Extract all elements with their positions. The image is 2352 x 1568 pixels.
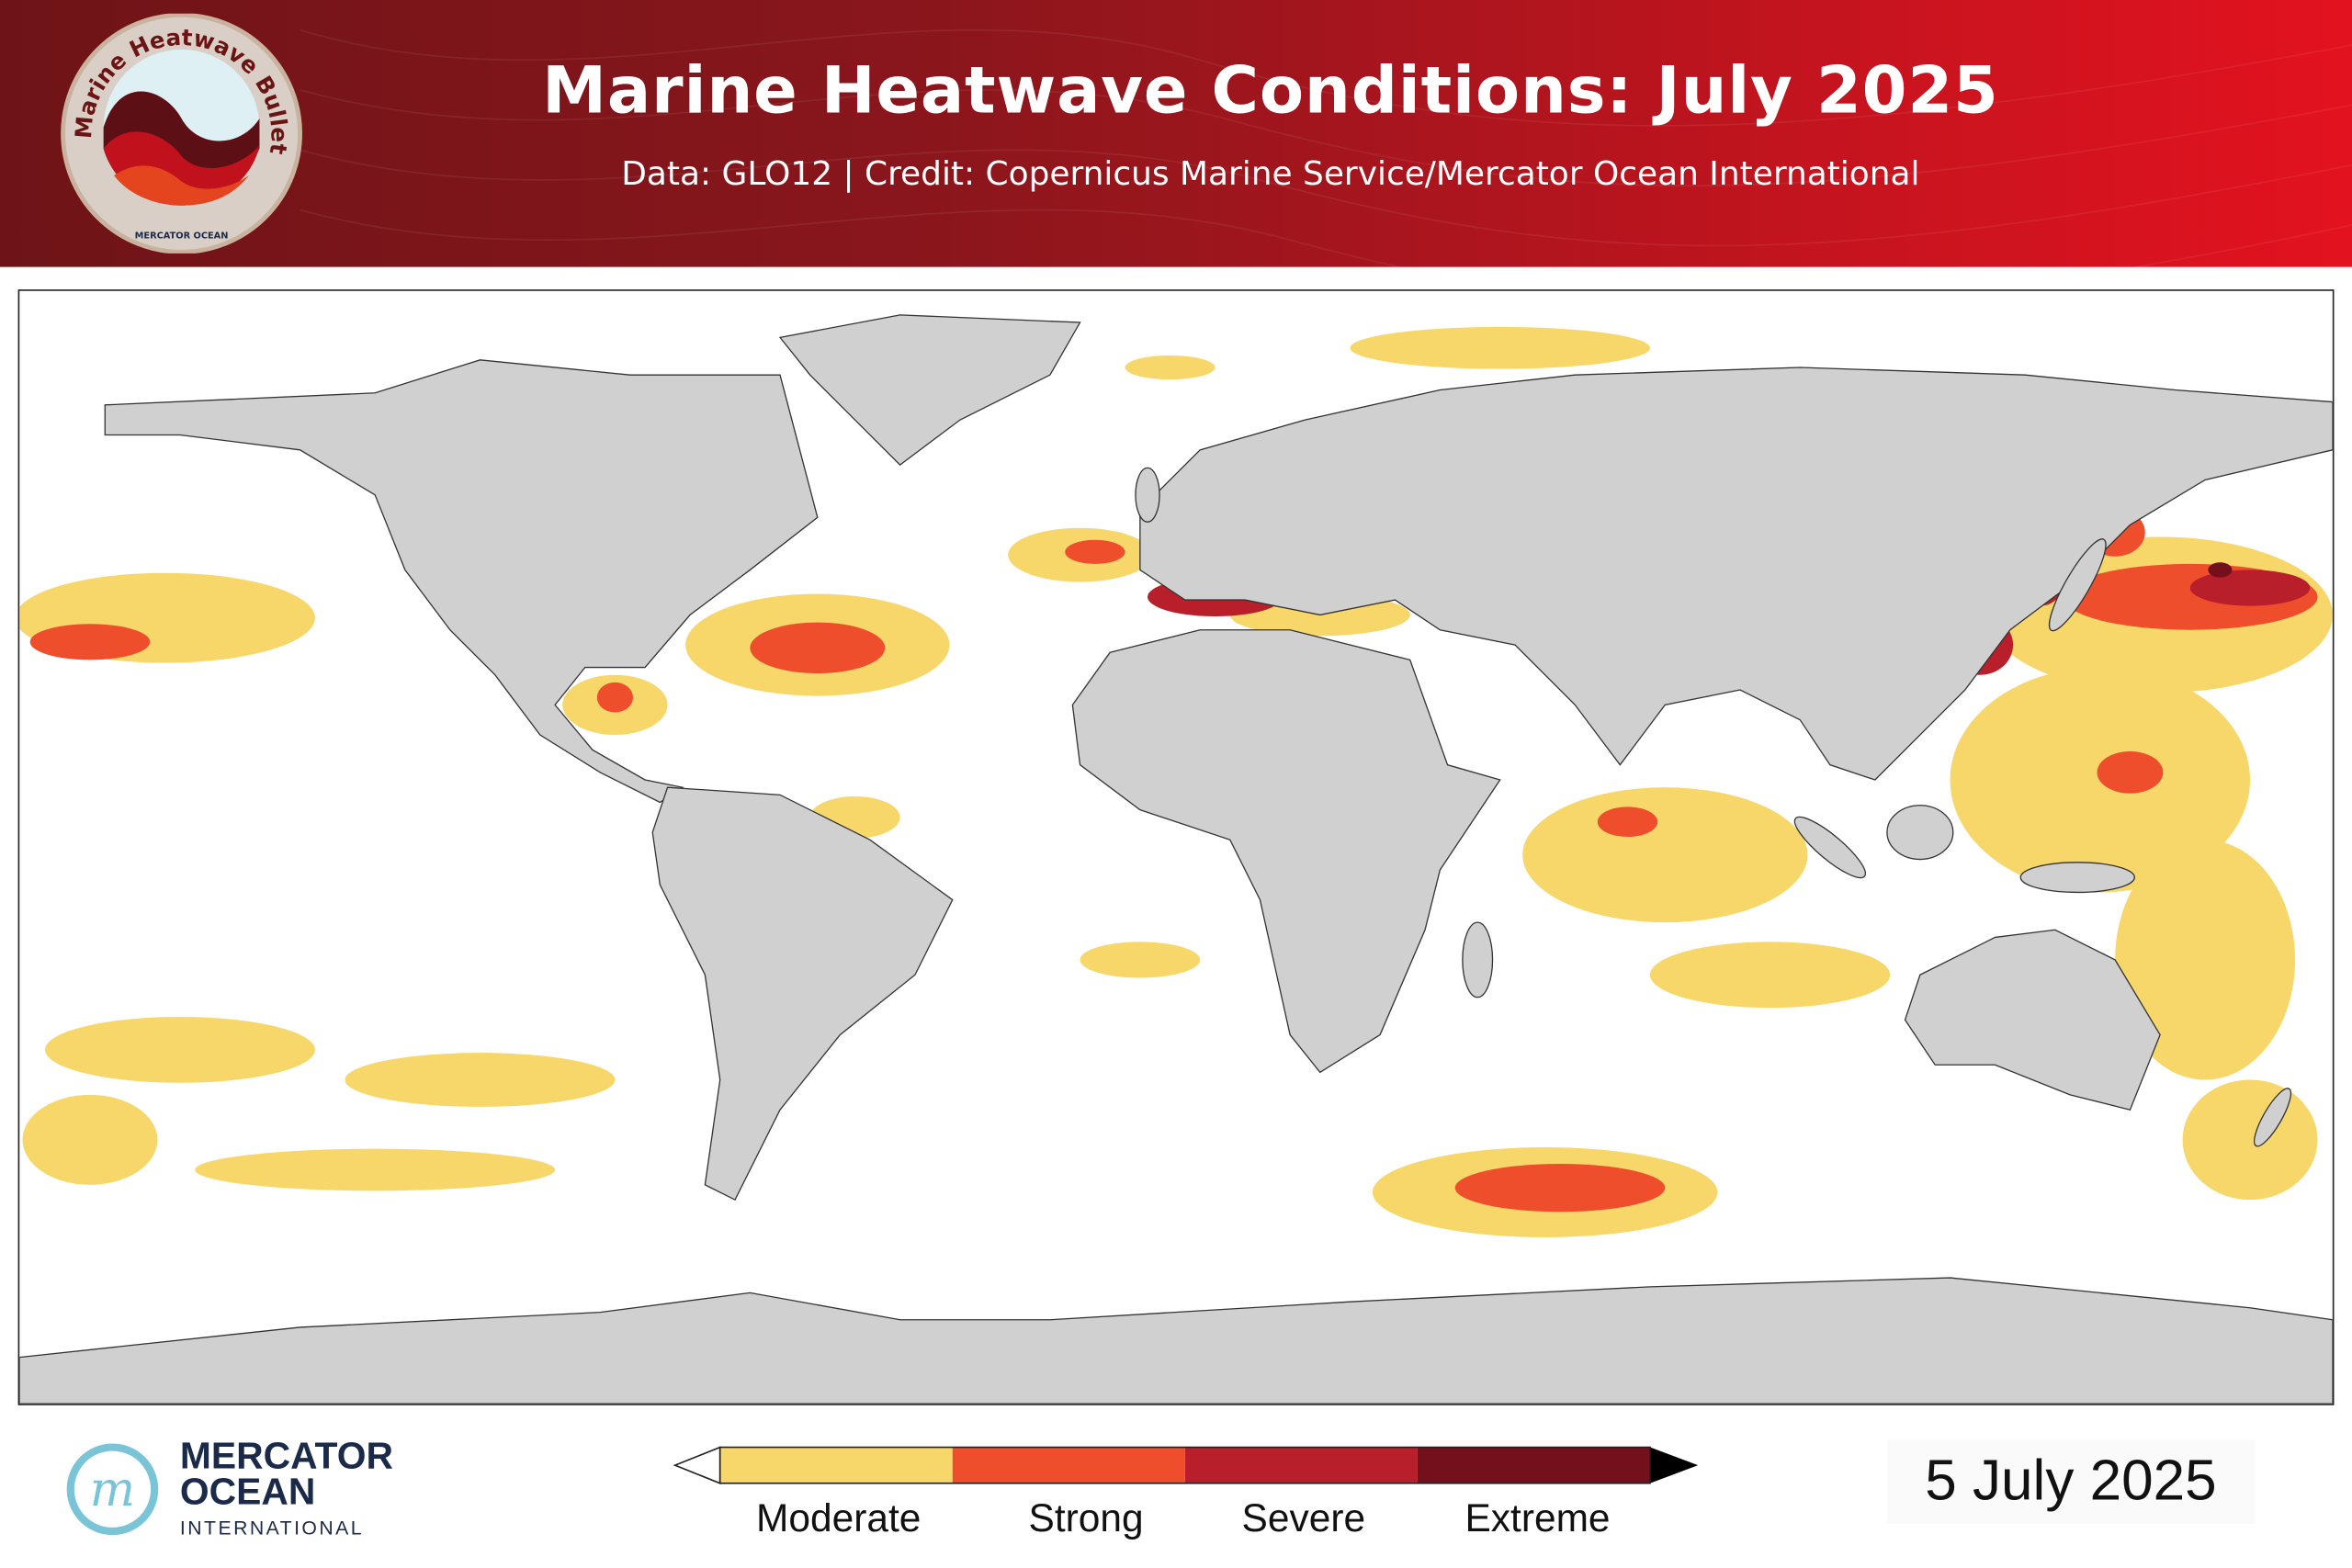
wave-pattern <box>300 28 2352 267</box>
logo-ocean: OCEAN <box>179 1471 316 1514</box>
eurasia <box>1139 367 2333 781</box>
logo-mercator: MERCATOR <box>179 1435 393 1478</box>
world-heatwave-map <box>17 289 2335 1405</box>
page-title: Marine Heatwave Conditions: July 2025 <box>542 53 1999 130</box>
colorbar-strong <box>952 1447 1185 1483</box>
land-masses <box>19 314 2333 1404</box>
north-america <box>104 359 819 804</box>
legend-moderate: Moderate <box>756 1495 922 1540</box>
map-date: 5 July 2025 <box>1886 1439 2255 1524</box>
severity-colorbar <box>673 1446 1699 1484</box>
colorbar-max-arrow <box>1649 1447 1699 1483</box>
uk <box>1135 467 1160 523</box>
colorbar-severe <box>1184 1447 1418 1483</box>
antarctica <box>19 1277 2333 1404</box>
mercator-ocean-logo: m MERCATOR OCEAN INTERNATIONAL <box>63 1432 424 1544</box>
header-banner: Marine Heatwave Bulletin MERCATOR OCEAN … <box>0 0 2352 267</box>
japan <box>2048 538 2107 632</box>
colorbar-extreme <box>1417 1447 1650 1483</box>
legend-strong: Strong <box>1028 1495 1144 1540</box>
marine-heatwave-bulletin-badge: Marine Heatwave Bulletin MERCATOR OCEAN <box>52 0 302 254</box>
colorbar-moderate <box>719 1447 953 1483</box>
mercator-m-icon: m <box>66 1443 159 1536</box>
greenland <box>778 314 1081 466</box>
logo-international: INTERNATIONAL <box>179 1516 365 1540</box>
africa <box>1071 629 1501 1074</box>
new-zealand <box>2254 1088 2292 1147</box>
badge-org: MERCATOR OCEAN <box>135 231 229 242</box>
borneo <box>1886 805 1954 861</box>
madagascar <box>1462 921 1494 998</box>
australia <box>1904 929 2161 1111</box>
legend-severe: Severe <box>1241 1495 1366 1540</box>
svg-text:m: m <box>90 1462 136 1517</box>
new-guinea <box>2019 862 2135 894</box>
legend-extreme: Extreme <box>1464 1495 1611 1540</box>
colorbar-min-arrow <box>673 1446 721 1484</box>
data-credit: Data: GLO12 | Credit: Copernicus Marine … <box>621 155 1920 194</box>
south-america <box>651 786 954 1201</box>
sumatra <box>1793 816 1866 879</box>
